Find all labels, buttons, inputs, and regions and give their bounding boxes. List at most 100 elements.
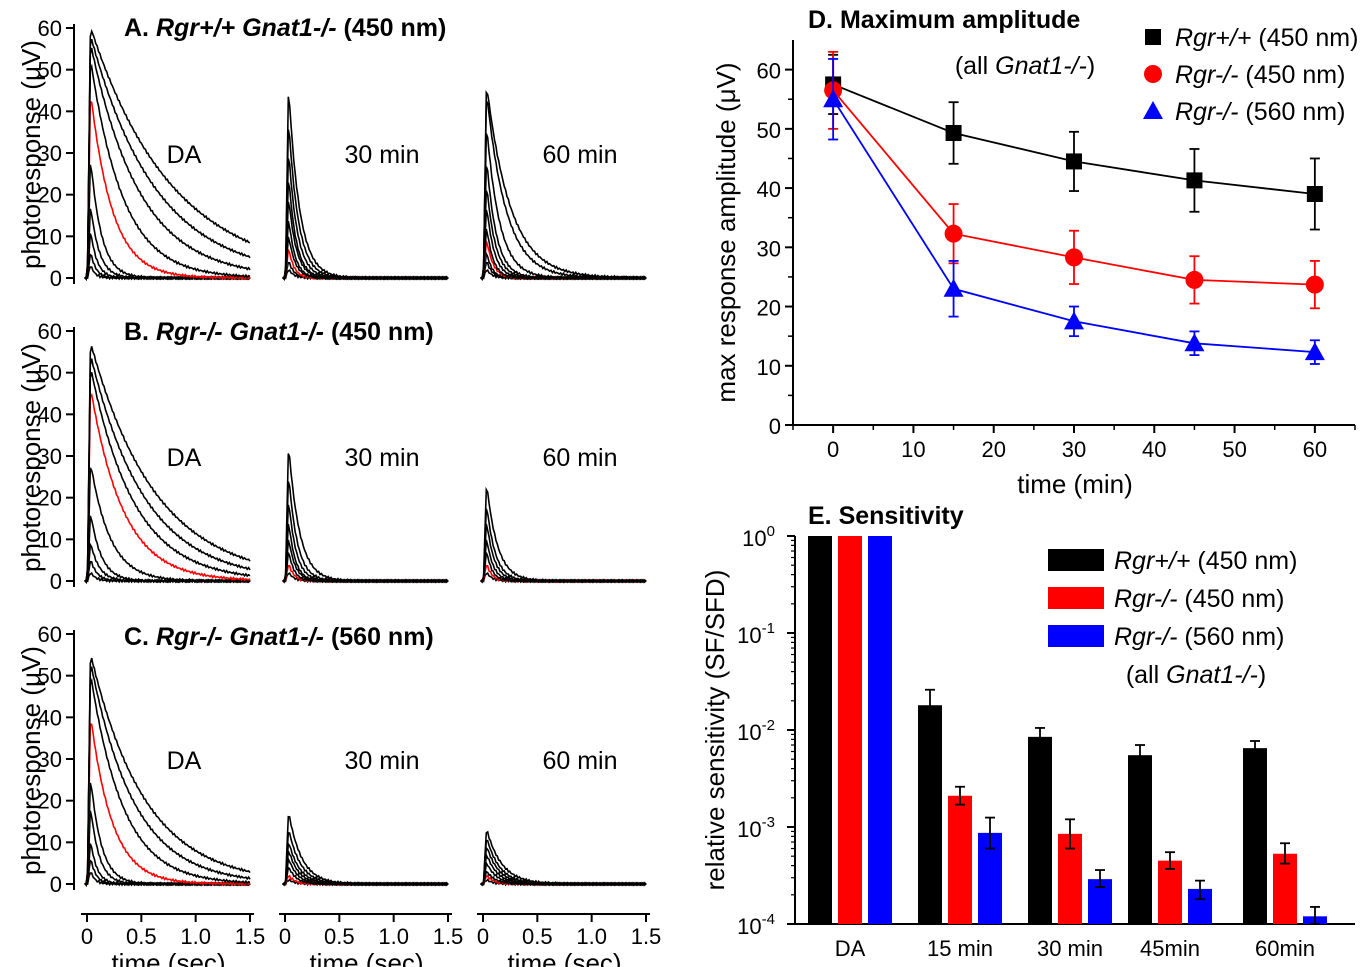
- panel-title: B. Rgr-/- Gnat1-/- (450 nm): [124, 318, 434, 346]
- legend-label-part: Rgr-/-: [1114, 623, 1177, 651]
- x-tick-label: 0: [81, 924, 93, 949]
- x-tick-label: 30: [1062, 437, 1086, 462]
- bar-series-1: Rgr-/- (450 nm): [838, 536, 1297, 924]
- x-tick-label: 1.5: [631, 924, 662, 949]
- response-trace: [282, 539, 449, 584]
- square-marker: [1145, 29, 1161, 45]
- tick-base: 10: [742, 526, 766, 551]
- panel-title-part: (560 nm): [324, 623, 434, 651]
- category-label: 15 min: [927, 936, 993, 961]
- response-trace: [282, 815, 449, 887]
- y-tick-label: 50: [757, 118, 781, 143]
- condition-label: DA: [167, 747, 202, 775]
- response-trace: [84, 100, 251, 281]
- y-tick-label: 40: [38, 705, 62, 730]
- tick-exponent: -4: [762, 911, 775, 928]
- sensitivity-bar: [1273, 853, 1297, 924]
- legend-label-part: Rgr+/+: [1175, 24, 1251, 52]
- legend-swatch: [1048, 625, 1104, 647]
- y-axis-label: photoresponse (μV): [16, 343, 46, 572]
- legend-label: Rgr-/- (450 nm): [1114, 585, 1284, 613]
- response-trace: [480, 830, 647, 887]
- triangle-marker: [1064, 311, 1084, 330]
- square-marker: [1186, 172, 1203, 189]
- tick-exponent: -3: [762, 814, 775, 831]
- square-marker: [945, 124, 962, 141]
- triangle-marker: [1304, 342, 1325, 361]
- x-tick-label: 0.5: [522, 924, 553, 949]
- y-tick-label: 50: [38, 58, 62, 83]
- x-tick-label: 1.0: [180, 924, 211, 949]
- response-trace: [480, 166, 647, 281]
- condition-label: 30 min: [344, 747, 419, 775]
- y-axis-label: relative sensitivity (SF/SFD): [700, 570, 730, 891]
- bar-series-0: Rgr+/+ (450 nm): [808, 536, 1297, 924]
- x-tick-label: 60: [1303, 437, 1327, 462]
- condition-0: DA: [84, 28, 251, 282]
- category-label: 45min: [1140, 936, 1200, 961]
- legend-note-part: Gnat1-/-: [1166, 661, 1258, 689]
- legend-label: Rgr+/+ (450 nm): [1114, 547, 1297, 575]
- genotype-annotation: (all Gnat1-/-): [955, 52, 1095, 80]
- y-tick-label: 30: [38, 747, 62, 772]
- panel-title-part: B.: [124, 318, 156, 346]
- tick-exponent: -1: [762, 620, 775, 637]
- legend-label-part: Rgr-/-: [1175, 98, 1238, 126]
- condition-label: DA: [167, 444, 202, 472]
- response-trace: [84, 722, 251, 887]
- square-marker: [1066, 153, 1082, 170]
- y-tick-label: 60: [757, 59, 781, 84]
- condition-0: DA 0 0.5 1.0 1.5 time (sec): [81, 657, 265, 967]
- tick-base: 10: [737, 817, 761, 842]
- legend-label-part: Rgr-/-: [1114, 585, 1177, 613]
- response-trace: [480, 486, 647, 584]
- response-trace: [480, 90, 647, 281]
- condition-label: DA: [167, 141, 202, 169]
- y-tick-label: 0: [50, 569, 62, 594]
- y-tick-label: 10: [38, 830, 62, 855]
- condition-2: 60 min: [480, 90, 647, 282]
- legend-label-part: Rgr-/-: [1175, 61, 1238, 89]
- panel-title-part: Rgr-/- Gnat1-/-: [156, 623, 324, 651]
- panel-title-part: (450 nm): [337, 14, 447, 42]
- response-trace: [84, 63, 251, 279]
- series-2: Rgr-/- (560 nm): [823, 58, 1345, 365]
- condition-1: 30 min 0 0.5 1.0 1.5 time (sec): [279, 747, 463, 967]
- response-trace: [84, 164, 251, 281]
- legend-label: Rgr-/- (560 nm): [1114, 623, 1284, 651]
- panel-title-part: C.: [124, 623, 156, 651]
- triangle-marker: [823, 89, 844, 108]
- y-tick-label: 10: [38, 224, 62, 249]
- y-tick-label: 20: [38, 789, 62, 814]
- y-axis-label: photoresponse (μV): [16, 40, 46, 269]
- y-tick-label: 0: [50, 266, 62, 291]
- response-trace: [84, 467, 251, 584]
- y-tick-label: 10-3: [737, 814, 775, 842]
- genotype-annotation-part: ): [1087, 52, 1095, 80]
- response-trace: [84, 28, 251, 281]
- panel-title-part: A.: [124, 14, 156, 42]
- y-tick-label: 40: [38, 99, 62, 124]
- tick-exponent: 0: [767, 523, 775, 540]
- y-tick-label: 0: [50, 872, 62, 897]
- tick-exponent: -2: [762, 717, 775, 734]
- x-tick-label: 0.5: [324, 924, 355, 949]
- legend-note-part: (all: [1126, 661, 1166, 689]
- condition-label: 30 min: [344, 444, 419, 472]
- circle-marker: [1185, 270, 1204, 289]
- response-trace: [84, 782, 251, 887]
- legend-note-part: ): [1258, 661, 1266, 689]
- circle-marker: [1305, 275, 1324, 294]
- category-label: 60min: [1255, 936, 1315, 961]
- genotype-annotation-part: (all: [955, 52, 995, 80]
- legend-label-part: (450 nm): [1251, 24, 1358, 52]
- y-axis-label: max response amplitude (μV): [711, 62, 741, 402]
- x-tick-label: 1.5: [433, 924, 464, 949]
- y-tick-label: 30: [757, 236, 781, 261]
- y-tick-label: 30: [38, 141, 62, 166]
- triangle-marker: [1184, 333, 1205, 352]
- legend-label-part: (560 nm): [1238, 98, 1345, 126]
- x-tick-label: 0: [477, 924, 489, 949]
